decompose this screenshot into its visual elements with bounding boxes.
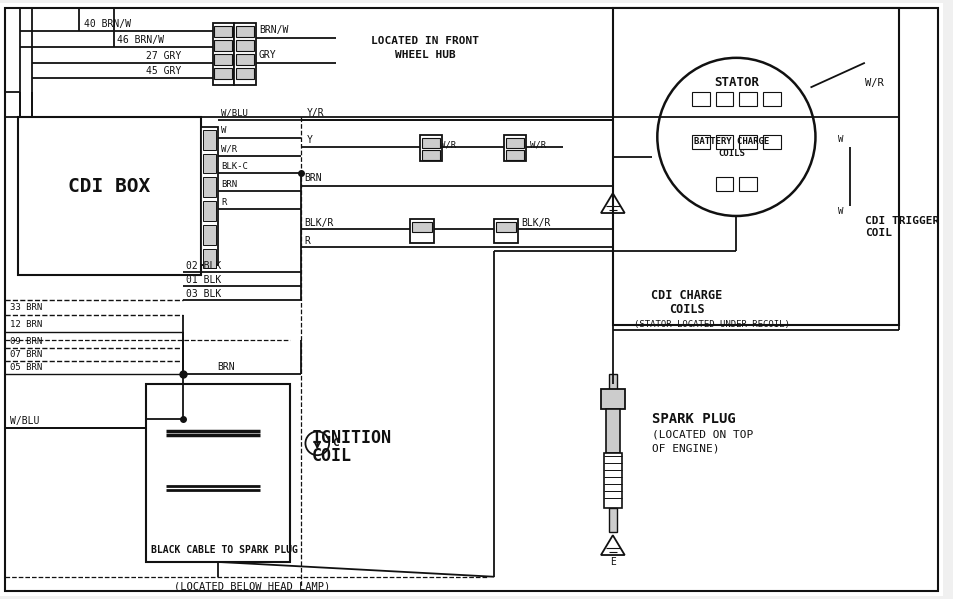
Bar <box>605 409 619 453</box>
Bar <box>419 135 441 161</box>
Bar <box>202 154 216 174</box>
Bar <box>410 219 434 243</box>
Bar <box>608 374 617 392</box>
Bar <box>739 177 757 191</box>
Text: 45 GRY: 45 GRY <box>146 66 181 75</box>
Bar <box>603 453 621 507</box>
Text: (LOCATED ON TOP: (LOCATED ON TOP <box>652 429 753 440</box>
Bar <box>739 92 757 106</box>
Bar <box>494 219 517 243</box>
Text: BLK/R: BLK/R <box>304 218 334 228</box>
Bar <box>236 26 253 37</box>
Text: BATTERY CHARGE: BATTERY CHARGE <box>693 137 768 146</box>
Text: E: E <box>609 557 615 567</box>
Text: BRN/W: BRN/W <box>258 25 288 35</box>
Text: W: W <box>221 126 227 135</box>
Text: 09 BRN: 09 BRN <box>10 337 42 346</box>
Bar <box>691 92 709 106</box>
Bar <box>715 177 733 191</box>
Text: W/R: W/R <box>529 140 545 149</box>
Text: (LOCATED BELOW HEAD LAMP): (LOCATED BELOW HEAD LAMP) <box>173 582 330 592</box>
Text: LOCATED IN FRONT: LOCATED IN FRONT <box>371 36 478 46</box>
Text: BRN: BRN <box>304 174 322 183</box>
Text: SPARK PLUG: SPARK PLUG <box>652 412 736 426</box>
Bar <box>213 23 234 84</box>
Text: COILS: COILS <box>718 149 744 158</box>
Text: W: W <box>838 207 842 216</box>
Text: BLACK CABLE TO SPARK PLUG: BLACK CABLE TO SPARK PLUG <box>152 545 297 555</box>
Bar <box>146 384 290 562</box>
Bar <box>762 92 781 106</box>
Text: W/BLU: W/BLU <box>221 108 248 117</box>
Bar <box>234 23 255 84</box>
Text: BRN: BRN <box>221 180 237 189</box>
Bar <box>496 222 516 232</box>
Bar <box>762 135 781 149</box>
Bar <box>200 127 218 265</box>
Text: W/R: W/R <box>439 140 456 149</box>
Text: IGNITION: IGNITION <box>311 429 391 447</box>
Text: CDI BOX: CDI BOX <box>68 177 151 196</box>
Bar <box>236 68 253 78</box>
Bar <box>202 201 216 221</box>
Text: 12 BRN: 12 BRN <box>10 320 42 329</box>
Bar <box>202 130 216 150</box>
Text: Y: Y <box>306 135 312 145</box>
Bar <box>503 135 525 161</box>
Bar <box>505 138 523 148</box>
Text: GRY: GRY <box>258 50 276 60</box>
Bar <box>214 40 232 51</box>
Bar <box>608 507 617 533</box>
Bar <box>600 389 624 409</box>
Text: W/R: W/R <box>221 144 237 153</box>
Text: BLK/R: BLK/R <box>520 218 550 228</box>
Text: CDI TRIGGER: CDI TRIGGER <box>864 216 938 226</box>
Text: COIL: COIL <box>864 228 891 238</box>
Text: R: R <box>221 198 227 207</box>
Text: WHEEL HUB: WHEEL HUB <box>395 50 455 60</box>
Text: 01 BLK: 01 BLK <box>186 275 221 285</box>
Text: OF ENGINE): OF ENGINE) <box>652 443 720 453</box>
Bar <box>739 135 757 149</box>
Text: 07 BRN: 07 BRN <box>10 350 42 359</box>
Text: (STATOR LOCATED UNDER RECOIL): (STATOR LOCATED UNDER RECOIL) <box>633 320 789 329</box>
Bar <box>214 26 232 37</box>
Text: BLK-C: BLK-C <box>221 162 248 171</box>
Bar <box>715 135 733 149</box>
Text: STATOR: STATOR <box>713 76 758 89</box>
Text: 40 BRN/W: 40 BRN/W <box>84 19 131 29</box>
Text: COILS: COILS <box>668 303 704 316</box>
Bar <box>421 138 439 148</box>
Bar <box>421 150 439 160</box>
Text: W/BLU: W/BLU <box>10 416 39 425</box>
Text: 27 GRY: 27 GRY <box>146 51 181 61</box>
Text: Y/R: Y/R <box>306 108 324 118</box>
Text: W/R: W/R <box>864 77 882 87</box>
Bar <box>691 135 709 149</box>
Text: W: W <box>838 135 842 144</box>
Text: 02 BLK: 02 BLK <box>186 261 221 271</box>
Bar <box>202 177 216 197</box>
Bar <box>412 222 432 232</box>
Text: 03 BLK: 03 BLK <box>186 289 221 299</box>
Bar <box>18 117 200 276</box>
Bar <box>214 68 232 78</box>
Text: CDI CHARGE: CDI CHARGE <box>651 289 721 301</box>
Bar <box>202 249 216 268</box>
Text: 05 BRN: 05 BRN <box>10 363 42 372</box>
Bar <box>715 92 733 106</box>
Bar <box>214 54 232 65</box>
Text: COIL: COIL <box>311 447 351 465</box>
Text: 33 BRN: 33 BRN <box>10 304 42 313</box>
Bar <box>236 40 253 51</box>
Bar <box>236 54 253 65</box>
Text: 46 BRN/W: 46 BRN/W <box>116 35 164 45</box>
Text: R: R <box>304 235 310 246</box>
Bar <box>612 8 899 325</box>
Bar <box>202 225 216 244</box>
Bar <box>505 150 523 160</box>
Text: BRN: BRN <box>217 362 234 372</box>
Text: C: C <box>332 438 338 448</box>
